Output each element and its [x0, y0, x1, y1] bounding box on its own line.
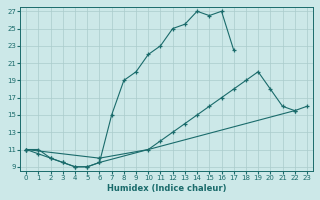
X-axis label: Humidex (Indice chaleur): Humidex (Indice chaleur) — [107, 184, 226, 193]
